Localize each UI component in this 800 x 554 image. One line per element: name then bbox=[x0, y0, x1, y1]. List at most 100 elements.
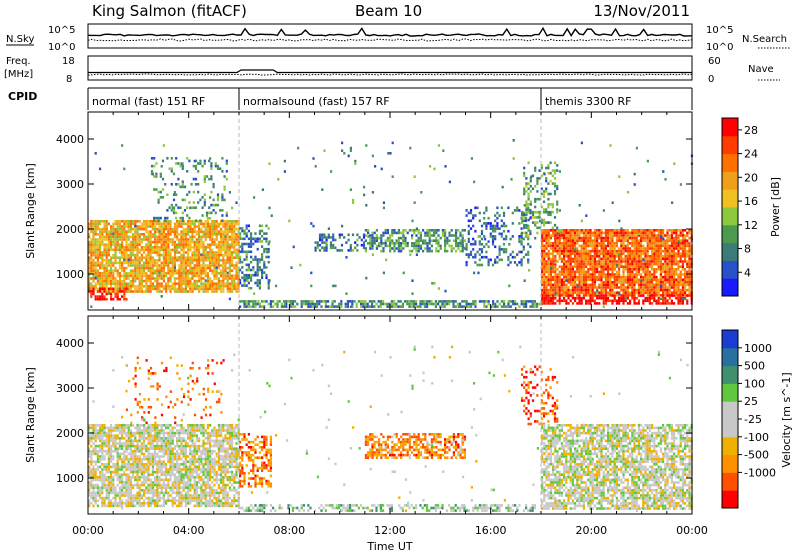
heatmap-cell bbox=[224, 240, 227, 244]
heatmap-cell bbox=[154, 251, 157, 254]
heatmap-cell bbox=[556, 278, 559, 281]
heatmap-cell bbox=[99, 285, 102, 288]
heatmap-cell bbox=[545, 229, 548, 232]
heatmap-cell bbox=[179, 206, 182, 209]
heatmap-cell bbox=[633, 229, 636, 232]
heatmap-cell bbox=[492, 305, 495, 308]
heatmap-cell bbox=[226, 230, 229, 233]
heatmap-cell bbox=[178, 243, 181, 246]
heatmap-cell bbox=[101, 253, 104, 257]
heatmap-cell bbox=[666, 244, 669, 248]
heatmap-cell bbox=[600, 270, 603, 274]
heatmap-cell bbox=[96, 248, 99, 252]
heatmap-cell bbox=[629, 283, 632, 287]
heatmap-cell bbox=[198, 279, 201, 283]
heatmap-cell bbox=[547, 244, 550, 248]
heatmap-cell bbox=[184, 222, 187, 226]
heatmap-cell bbox=[192, 206, 195, 209]
heatmap-cell bbox=[609, 236, 612, 240]
heatmap-cell bbox=[615, 283, 618, 287]
heatmap-cell bbox=[558, 170, 561, 173]
heatmap-cell bbox=[200, 264, 203, 267]
heatmap-cell bbox=[657, 255, 660, 258]
heatmap-cell bbox=[151, 261, 154, 265]
heatmap-cell bbox=[474, 240, 477, 243]
heatmap-cell bbox=[349, 146, 352, 150]
heatmap-cell bbox=[434, 302, 437, 306]
heatmap-cell bbox=[121, 225, 124, 228]
heatmap-cell bbox=[565, 249, 568, 253]
heatmap-cell bbox=[498, 253, 501, 256]
heatmap-cell bbox=[644, 255, 647, 258]
heatmap-cell bbox=[602, 268, 605, 271]
heatmap-cell bbox=[523, 204, 526, 207]
heatmap-cell bbox=[220, 248, 223, 252]
heatmap-cell bbox=[417, 249, 420, 253]
heatmap-cell bbox=[231, 264, 234, 267]
heatmap-cell bbox=[364, 302, 367, 306]
heatmap-cell bbox=[480, 248, 484, 251]
heatmap-cell bbox=[160, 261, 163, 265]
heatmap-cell bbox=[127, 230, 130, 233]
heatmap-cell bbox=[409, 253, 412, 256]
heatmap-cell bbox=[629, 255, 632, 258]
heatmap-cell bbox=[187, 259, 190, 262]
heatmap-cell bbox=[288, 219, 291, 223]
heatmap-cell bbox=[565, 265, 568, 268]
heatmap-cell bbox=[378, 236, 381, 240]
heatmap-cell bbox=[677, 278, 680, 281]
heatmap-cell bbox=[125, 240, 128, 244]
heatmap-cell bbox=[461, 236, 464, 240]
heatmap-cell bbox=[335, 305, 338, 308]
heatmap-cell bbox=[211, 261, 214, 265]
heatmap-cell bbox=[96, 272, 99, 275]
heatmap-cell bbox=[225, 214, 228, 217]
heatmap-cell bbox=[560, 236, 563, 240]
heatmap-cell bbox=[250, 273, 253, 277]
heatmap-cell bbox=[123, 274, 126, 278]
heatmap-cell bbox=[635, 229, 638, 232]
heatmap-cell bbox=[472, 224, 475, 228]
heatmap-cell bbox=[585, 294, 588, 297]
heatmap-cell bbox=[670, 281, 673, 284]
heatmap-cell bbox=[180, 272, 183, 275]
heatmap-cell bbox=[191, 287, 194, 291]
heatmap-cell bbox=[585, 239, 588, 242]
heatmap-cell bbox=[640, 268, 643, 271]
heatmap-cell bbox=[675, 281, 678, 284]
heatmap-cell bbox=[615, 252, 618, 255]
heatmap-cell bbox=[173, 222, 176, 226]
heatmap-cell bbox=[231, 279, 234, 283]
heatmap-cell bbox=[578, 252, 581, 255]
heatmap-cell bbox=[369, 247, 372, 250]
heatmap-cell bbox=[172, 206, 176, 209]
heatmap-cell bbox=[523, 174, 526, 178]
heatmap-cell bbox=[576, 302, 579, 305]
heatmap-cell bbox=[363, 185, 366, 189]
heatmap-cell bbox=[558, 230, 561, 233]
heatmap-cell bbox=[635, 268, 638, 271]
heatmap-cell bbox=[600, 239, 603, 242]
heatmap-cell bbox=[552, 231, 555, 235]
heatmap-cell bbox=[191, 269, 194, 272]
heatmap-cell bbox=[520, 242, 523, 246]
heatmap-cell bbox=[419, 305, 422, 308]
heatmap-cell bbox=[162, 261, 165, 265]
heatmap-cell bbox=[327, 300, 330, 303]
heatmap-cell bbox=[553, 223, 557, 227]
heatmap-cell bbox=[604, 288, 607, 292]
heatmap-cell bbox=[571, 236, 574, 240]
heatmap-cell bbox=[181, 216, 184, 220]
heatmap-cell bbox=[265, 276, 268, 280]
heatmap-cell bbox=[635, 247, 638, 250]
heatmap-cell bbox=[180, 220, 183, 223]
heatmap-cell bbox=[226, 290, 229, 293]
heatmap-cell bbox=[635, 288, 638, 292]
heatmap-cell bbox=[90, 261, 93, 265]
heatmap-cell bbox=[239, 300, 242, 303]
heatmap-cell bbox=[136, 261, 139, 265]
heatmap-cell bbox=[541, 262, 544, 266]
heatmap-cell bbox=[602, 242, 605, 245]
heatmap-cell bbox=[99, 261, 102, 265]
heatmap-cell bbox=[203, 193, 206, 196]
